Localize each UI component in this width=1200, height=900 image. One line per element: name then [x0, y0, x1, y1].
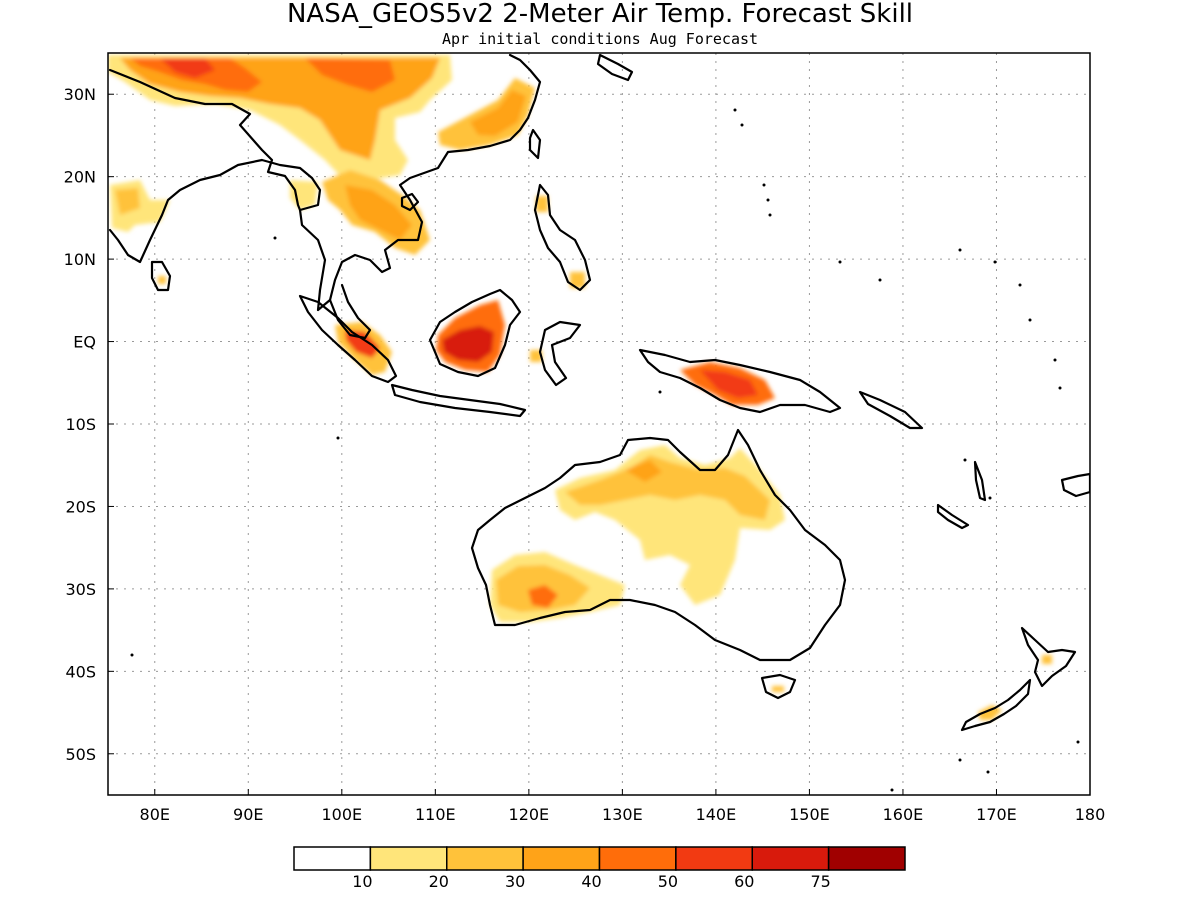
lon-tick-label: 100E — [321, 805, 362, 824]
colorbar-swatch — [522, 846, 601, 871]
coast-sulawesi — [538, 320, 582, 387]
lat-tick-label: 30S — [65, 580, 96, 599]
lon-tick-label: 150E — [789, 805, 830, 824]
lat-tick-label: 10S — [65, 415, 96, 434]
lon-tick-label: 90E — [233, 805, 263, 824]
colorbar-swatch — [827, 846, 906, 871]
lon-tick-label: 140E — [696, 805, 737, 824]
coast-china-indochina — [298, 53, 542, 312]
coast-new-caledonia — [936, 503, 970, 530]
coast-malay-peninsula — [328, 283, 372, 340]
shade-north-australia-hot — [625, 460, 662, 482]
lon-tick-label: 120E — [509, 805, 550, 824]
coast-indian-subcontinent — [108, 68, 322, 264]
coast-vanuatu — [973, 460, 987, 502]
lat-tick-label: 30N — [64, 85, 96, 104]
coast-australia — [470, 428, 847, 662]
lon-tick-label: 80E — [140, 805, 170, 824]
graticule-grid — [108, 53, 1090, 795]
map-plot-area — [108, 53, 1090, 795]
latitude-ticks: 30N 20N 10N EQ 10S 20S 30S 40S 50S — [64, 85, 114, 764]
chart-title: NASA_GEOS5v2 2-Meter Air Temp. Forecast … — [287, 0, 913, 29]
shade-west-india-mid — [115, 188, 140, 215]
coast-nz-south — [960, 678, 1032, 732]
lat-tick-label: 40S — [65, 662, 96, 681]
coast-philippines — [533, 183, 592, 292]
shade-tibet-peak — [160, 58, 215, 78]
coast-new-guinea — [638, 348, 842, 414]
lon-tick-label: 130E — [602, 805, 643, 824]
shade-new-zealand — [978, 705, 1002, 720]
skill-shading — [108, 55, 1052, 720]
shade-tasmania — [772, 686, 784, 692]
chart-subtitle: Apr initial conditions Aug Forecast — [442, 30, 758, 48]
colorbar-swatch — [675, 846, 753, 871]
shade-sulawesi — [530, 350, 542, 362]
shade-east-africa-patch — [158, 276, 166, 284]
coast-taiwan — [528, 128, 542, 160]
small-islands — [130, 108, 1080, 792]
colorbar-swatch — [446, 846, 524, 871]
coast-tasmania — [760, 673, 797, 700]
colorbar-label: 75 — [810, 872, 830, 891]
colorbar-label: 50 — [658, 872, 678, 891]
coastlines — [108, 53, 1090, 792]
colorbar-label: 20 — [429, 872, 449, 891]
colorbar-swatch — [293, 846, 372, 871]
lat-tick-label: 20S — [65, 497, 96, 516]
lat-tick-label: 50S — [65, 745, 96, 764]
shade-new-zealand-north — [1042, 655, 1052, 664]
coast-nz-north — [1020, 626, 1077, 688]
colorbar-label: 60 — [734, 872, 754, 891]
longitude-ticks: 80E 90E 100E 110E 120E 130E 140E 150E 160E 170E 18… — [140, 789, 1106, 824]
colorbar-swatch — [369, 846, 448, 871]
lat-tick-label: 10N — [64, 250, 96, 269]
coast-java — [390, 383, 527, 418]
colorbar-legend: 10 20 30 40 50 60 75 — [293, 846, 906, 891]
lat-tick-label: EQ — [73, 333, 96, 352]
lon-tick-label: 160E — [883, 805, 924, 824]
coast-solomons — [858, 390, 924, 430]
colorbar-label: 10 — [352, 872, 372, 891]
shade-north-australia-mid — [565, 455, 770, 520]
coast-japan-ryukyu — [596, 53, 634, 82]
colorbar-swatch — [751, 846, 830, 871]
shade-new-guinea-high — [700, 370, 758, 398]
lon-tick-label: 170E — [976, 805, 1017, 824]
shade-sw-australia-hot — [528, 585, 558, 608]
colorbar-swatch — [598, 846, 677, 871]
map-frame — [107, 52, 1091, 796]
coast-hainan — [400, 192, 420, 212]
coast-sumatra — [298, 294, 398, 384]
lat-tick-label: 20N — [64, 168, 96, 187]
lon-tick-label: 180 — [1075, 805, 1106, 824]
shade-south-china-mid — [470, 90, 526, 136]
shade-mindanao — [570, 272, 585, 288]
coast-fiji — [1060, 472, 1090, 498]
lon-tick-label: 110E — [415, 805, 456, 824]
shade-indochina-mid — [345, 185, 412, 240]
coast-sri-lanka — [150, 260, 172, 292]
colorbar-label: 40 — [581, 872, 601, 891]
coast-borneo — [428, 288, 522, 378]
shade-philippines — [536, 196, 548, 212]
shade-sumatra-high — [345, 330, 380, 358]
colorbar-label: 30 — [505, 872, 525, 891]
shade-borneo-high — [442, 326, 494, 362]
shade-tibet-high-2 — [305, 58, 395, 92]
